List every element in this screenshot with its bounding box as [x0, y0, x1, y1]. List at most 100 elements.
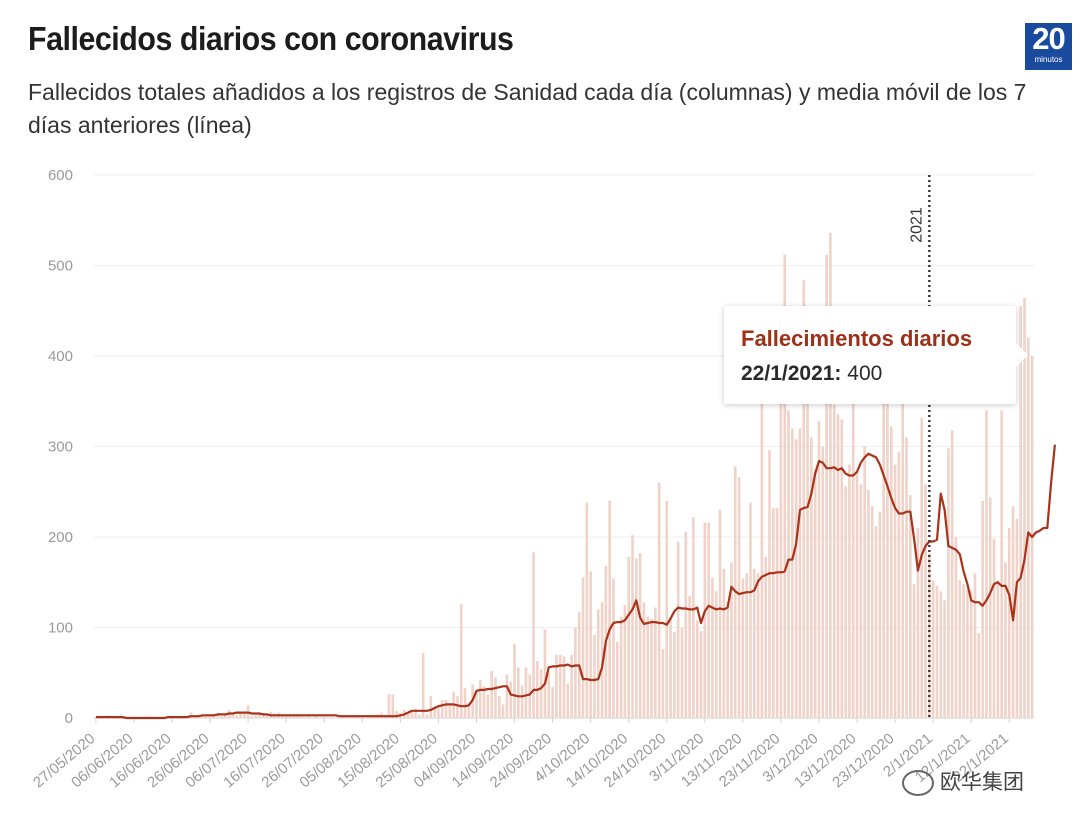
- bar[interactable]: [741, 578, 745, 718]
- bar[interactable]: [433, 706, 436, 718]
- bar[interactable]: [870, 506, 874, 718]
- bar[interactable]: [231, 714, 235, 718]
- bar[interactable]: [216, 713, 219, 718]
- bar[interactable]: [235, 715, 239, 718]
- bar[interactable]: [768, 450, 771, 718]
- bar[interactable]: [303, 717, 307, 718]
- bar[interactable]: [737, 477, 741, 718]
- bar[interactable]: [779, 392, 783, 718]
- bar[interactable]: [916, 527, 920, 718]
- bar[interactable]: [787, 410, 790, 718]
- bar[interactable]: [459, 603, 463, 718]
- bar[interactable]: [931, 580, 935, 718]
- bar[interactable]: [851, 388, 855, 718]
- bar[interactable]: [775, 508, 779, 718]
- bar[interactable]: [1023, 298, 1026, 718]
- bar[interactable]: [307, 716, 311, 718]
- bar[interactable]: [996, 580, 1000, 718]
- bar[interactable]: [463, 688, 467, 718]
- bar[interactable]: [437, 708, 440, 718]
- bar[interactable]: [539, 669, 543, 718]
- bar[interactable]: [912, 584, 916, 718]
- bar[interactable]: [193, 717, 197, 718]
- bar[interactable]: [631, 535, 634, 718]
- bar[interactable]: [262, 713, 265, 718]
- bar[interactable]: [501, 704, 505, 718]
- bar[interactable]: [265, 715, 269, 718]
- bar[interactable]: [551, 687, 554, 718]
- bar[interactable]: [284, 716, 288, 718]
- bar[interactable]: [973, 573, 977, 718]
- bar[interactable]: [292, 715, 296, 718]
- bar[interactable]: [387, 694, 391, 718]
- bar[interactable]: [958, 580, 962, 718]
- bar[interactable]: [589, 571, 592, 718]
- bar[interactable]: [722, 568, 726, 718]
- bar[interactable]: [638, 553, 642, 718]
- bar[interactable]: [513, 643, 516, 718]
- bar[interactable]: [410, 710, 414, 718]
- moving-average-line[interactable]: [95, 444, 1056, 720]
- bar[interactable]: [707, 522, 710, 718]
- bar[interactable]: [486, 694, 490, 718]
- bar[interactable]: [943, 600, 946, 718]
- 20minutos-logo[interactable]: 20 minutos: [1025, 23, 1072, 70]
- bar[interactable]: [517, 667, 520, 718]
- bar[interactable]: [783, 254, 787, 718]
- bar[interactable]: [867, 489, 870, 718]
- bar[interactable]: [882, 374, 885, 718]
- bar[interactable]: [243, 712, 246, 718]
- bar[interactable]: [909, 495, 912, 718]
- bar[interactable]: [1004, 562, 1007, 718]
- bar[interactable]: [806, 392, 809, 718]
- bar[interactable]: [547, 672, 551, 718]
- bar[interactable]: [752, 568, 756, 718]
- bar[interactable]: [661, 649, 665, 718]
- bar[interactable]: [646, 616, 650, 718]
- bar[interactable]: [208, 716, 212, 718]
- bar[interactable]: [558, 654, 562, 718]
- bar[interactable]: [840, 419, 844, 718]
- bar[interactable]: [821, 446, 825, 719]
- bar[interactable]: [962, 584, 965, 718]
- bar[interactable]: [490, 670, 493, 718]
- bar[interactable]: [1019, 306, 1022, 718]
- bar[interactable]: [749, 502, 752, 718]
- bar[interactable]: [448, 703, 452, 718]
- bar[interactable]: [680, 627, 684, 719]
- bar[interactable]: [669, 618, 672, 718]
- bar[interactable]: [619, 616, 623, 718]
- bar[interactable]: [714, 591, 718, 718]
- bar[interactable]: [703, 522, 707, 718]
- bar[interactable]: [832, 404, 836, 718]
- bar[interactable]: [520, 685, 524, 718]
- bar[interactable]: [1007, 527, 1011, 718]
- bar[interactable]: [798, 428, 802, 718]
- bar[interactable]: [657, 482, 661, 718]
- bar[interactable]: [612, 578, 615, 718]
- bar[interactable]: [810, 437, 813, 718]
- bar[interactable]: [258, 713, 261, 718]
- bar[interactable]: [1026, 337, 1030, 718]
- bar[interactable]: [676, 541, 680, 718]
- bar[interactable]: [889, 426, 893, 718]
- bar[interactable]: [566, 683, 570, 718]
- bar[interactable]: [726, 602, 729, 718]
- bar[interactable]: [254, 715, 258, 718]
- bar[interactable]: [836, 413, 840, 718]
- bar[interactable]: [421, 652, 425, 718]
- bar[interactable]: [829, 232, 832, 719]
- bar[interactable]: [695, 620, 699, 718]
- bar[interactable]: [528, 674, 532, 718]
- bar[interactable]: [711, 577, 714, 718]
- bar[interactable]: [905, 437, 908, 718]
- bar[interactable]: [947, 448, 950, 718]
- bar[interactable]: [969, 590, 973, 718]
- bar[interactable]: [650, 618, 653, 718]
- bar[interactable]: [593, 634, 596, 718]
- bar[interactable]: [699, 631, 703, 718]
- bar[interactable]: [627, 556, 630, 718]
- bar[interactable]: [204, 716, 208, 718]
- bar[interactable]: [509, 681, 513, 718]
- bar[interactable]: [745, 573, 748, 718]
